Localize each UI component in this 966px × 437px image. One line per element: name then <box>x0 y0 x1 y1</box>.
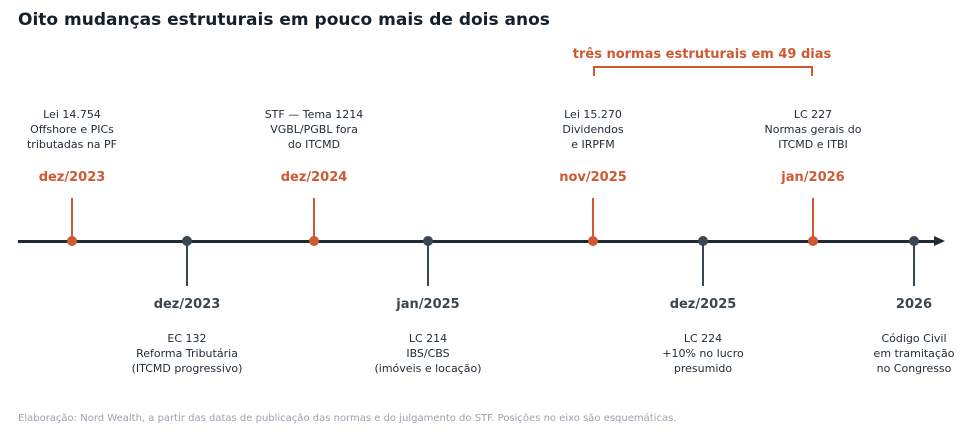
event-date: dez/2024 <box>280 170 348 185</box>
event-description: STF — Tema 1214 VGBL/PGBL fora do ITCMD <box>265 107 364 152</box>
event-marker <box>309 236 319 246</box>
event-stem <box>592 198 594 238</box>
event-stem <box>313 198 315 238</box>
event-marker <box>808 236 818 246</box>
event-line: presumido <box>673 362 733 375</box>
figure-title: Oito mudanças estruturais em pouco mais … <box>18 10 550 30</box>
event-date: jan/2026 <box>781 170 845 185</box>
event-date: jan/2025 <box>396 297 460 312</box>
event-line: Lei 15.270 <box>564 108 622 121</box>
event-line: Lei 14.754 <box>43 108 101 121</box>
event-line: Offshore e PICs <box>30 123 114 136</box>
event-description: Código Civil em tramitação no Congresso <box>874 331 955 376</box>
event-line: (imóveis e locação) <box>374 362 482 375</box>
event-stem <box>812 198 814 238</box>
event-marker <box>182 236 192 246</box>
event-line: no Congresso <box>876 362 952 375</box>
event-line: ITCMD e ITBI <box>778 138 848 151</box>
event-line: e IRPFM <box>571 138 615 151</box>
event-date: dez/2023 <box>38 170 106 185</box>
event-line: IBS/CBS <box>406 347 450 360</box>
bracket-annotation <box>593 66 813 76</box>
event-line: Normas gerais do <box>764 123 862 136</box>
event-line: LC 224 <box>683 332 723 345</box>
event-line: STF — Tema 1214 <box>264 108 364 121</box>
event-marker <box>588 236 598 246</box>
event-line: em tramitação <box>873 347 955 360</box>
event-description: LC 224 +10% no lucro presumido <box>662 331 743 376</box>
event-line: VGBL/PGBL fora <box>270 123 358 136</box>
event-date: dez/2023 <box>153 297 221 312</box>
source-note: Elaboração: Nord Wealth, a partir das da… <box>18 413 677 424</box>
timeline-arrow-icon <box>934 236 945 246</box>
event-line: +10% no lucro <box>662 347 744 360</box>
event-stem <box>71 198 73 238</box>
event-stem <box>702 244 704 286</box>
event-marker <box>909 236 919 246</box>
event-marker <box>423 236 433 246</box>
event-stem <box>427 244 429 286</box>
event-line: Código Civil <box>881 332 947 345</box>
event-line: Reforma Tributária <box>136 347 238 360</box>
event-date: dez/2025 <box>669 297 737 312</box>
event-line: (ITCMD progressivo) <box>131 362 243 375</box>
event-description: Lei 14.754 Offshore e PICs tributadas na… <box>27 107 117 152</box>
event-date: 2026 <box>895 297 933 312</box>
bracket-annotation-label: três normas estruturais em 49 dias <box>572 47 832 62</box>
event-marker <box>698 236 708 246</box>
event-line: do ITCMD <box>287 138 341 151</box>
event-marker <box>67 236 77 246</box>
event-stem <box>913 244 915 286</box>
event-description: EC 132 Reforma Tributária (ITCMD progres… <box>132 331 243 376</box>
event-description: LC 214 IBS/CBS (imóveis e locação) <box>374 331 481 376</box>
event-line: EC 132 <box>167 332 207 345</box>
event-line: tributadas na PF <box>26 138 118 151</box>
event-description: Lei 15.270 Dividendos e IRPFM <box>562 107 623 152</box>
event-date: nov/2025 <box>559 170 627 185</box>
event-line: Dividendos <box>562 123 624 136</box>
timeline-axis <box>18 240 938 243</box>
event-stem <box>186 244 188 286</box>
event-description: LC 227 Normas gerais do ITCMD e ITBI <box>765 107 862 152</box>
event-line: LC 227 <box>793 108 833 121</box>
event-line: LC 214 <box>408 332 448 345</box>
